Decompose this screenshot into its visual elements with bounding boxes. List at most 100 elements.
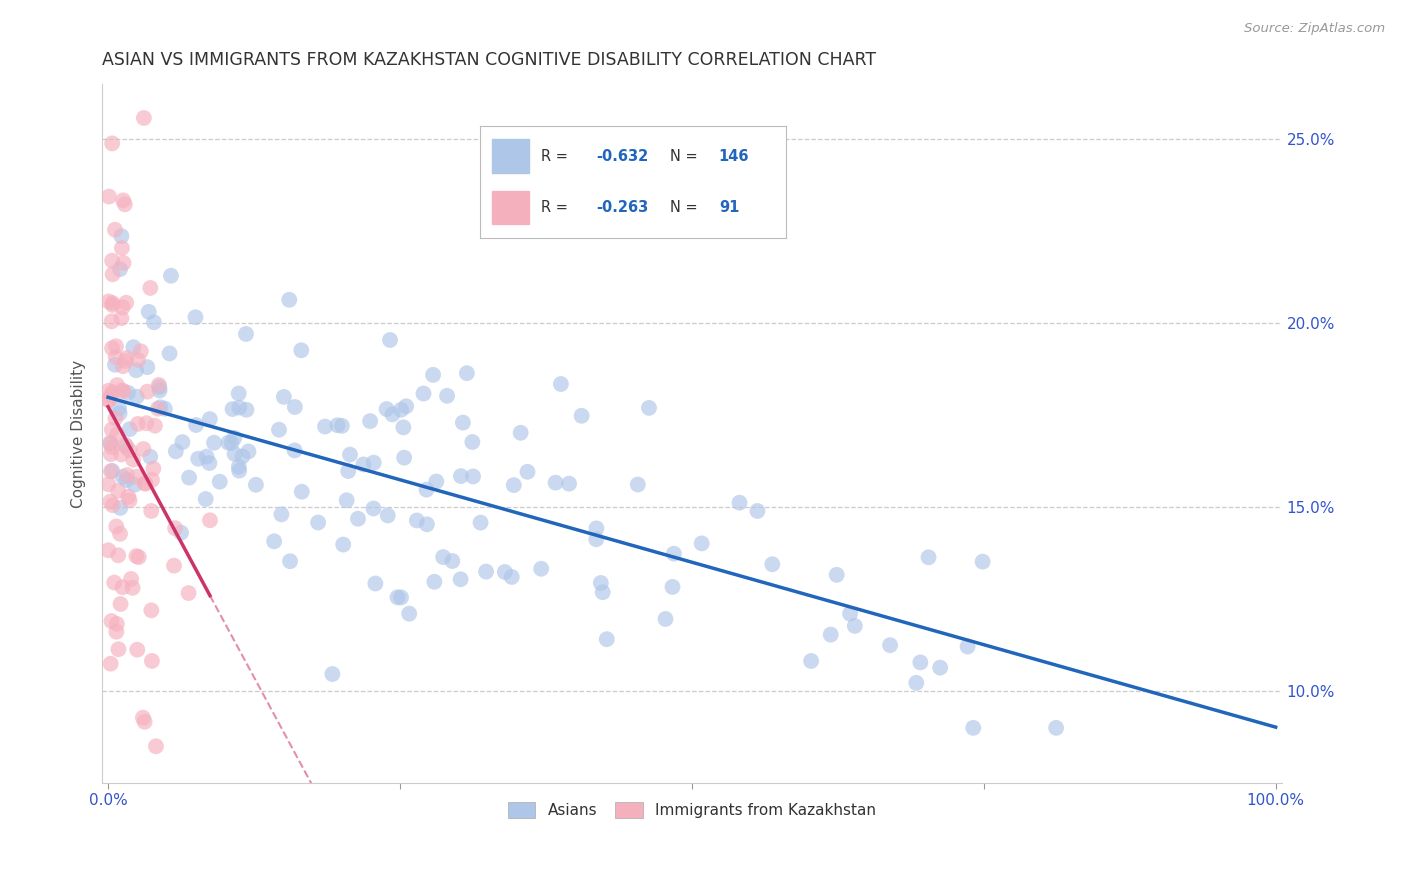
Point: [107, 642, 129, 657]
Point: [132, 111, 155, 125]
Point: [114, 197, 136, 211]
Point: [111, 470, 134, 484]
Point: [377, 508, 399, 523]
Point: [321, 667, 343, 681]
Point: [138, 305, 160, 319]
Point: [110, 311, 132, 326]
Point: [104, 223, 127, 237]
Point: [115, 295, 138, 310]
Point: [141, 603, 163, 617]
Point: [347, 512, 370, 526]
Point: [198, 412, 221, 426]
Point: [101, 464, 124, 478]
Point: [170, 525, 193, 540]
Point: [97, 294, 120, 309]
Point: [461, 469, 484, 483]
Point: [146, 401, 169, 416]
Point: [111, 384, 134, 398]
Point: [224, 431, 246, 445]
Point: [148, 378, 170, 392]
Point: [108, 526, 131, 541]
Point: [415, 483, 437, 497]
Point: [100, 614, 122, 628]
Point: [142, 461, 165, 475]
Point: [332, 537, 354, 551]
Point: [97, 477, 120, 491]
Point: [398, 607, 420, 621]
Point: [129, 344, 152, 359]
Point: [363, 456, 385, 470]
Point: [363, 501, 385, 516]
Point: [165, 521, 187, 535]
Point: [879, 638, 901, 652]
Point: [105, 624, 128, 639]
Point: [100, 447, 122, 461]
Point: [416, 517, 439, 532]
Point: [502, 478, 524, 492]
Point: [929, 660, 952, 674]
Legend: Asians, Immigrants from Kazakhstan: Asians, Immigrants from Kazakhstan: [502, 797, 882, 824]
Point: [326, 418, 349, 433]
Point: [134, 476, 156, 491]
Point: [516, 465, 538, 479]
Point: [917, 550, 939, 565]
Point: [544, 475, 567, 490]
Point: [100, 435, 122, 450]
Point: [956, 640, 979, 654]
Point: [910, 656, 932, 670]
Point: [122, 340, 145, 354]
Point: [336, 493, 359, 508]
Point: [101, 498, 124, 512]
Point: [231, 450, 253, 464]
Point: [160, 268, 183, 283]
Point: [105, 616, 128, 631]
Point: [172, 435, 194, 450]
Point: [235, 402, 257, 417]
Point: [114, 438, 136, 452]
Point: [592, 585, 614, 599]
Point: [905, 676, 928, 690]
Point: [177, 470, 200, 484]
Point: [101, 136, 124, 151]
Point: [112, 256, 135, 270]
Point: [141, 473, 163, 487]
Point: [395, 400, 418, 414]
Point: [267, 423, 290, 437]
Point: [132, 711, 155, 725]
Point: [470, 516, 492, 530]
Point: [596, 632, 619, 647]
Point: [450, 572, 472, 586]
Point: [585, 533, 607, 547]
Y-axis label: Cognitive Disability: Cognitive Disability: [72, 359, 86, 508]
Point: [307, 516, 329, 530]
Text: Source: ZipAtlas.com: Source: ZipAtlas.com: [1244, 22, 1385, 36]
Point: [475, 565, 498, 579]
Point: [359, 414, 381, 428]
Point: [550, 377, 572, 392]
Point: [100, 657, 122, 671]
Point: [339, 448, 361, 462]
Point: [589, 576, 612, 591]
Point: [105, 519, 128, 533]
Point: [456, 366, 478, 380]
Point: [110, 597, 132, 611]
Point: [163, 558, 186, 573]
Point: [105, 339, 128, 353]
Point: [228, 401, 250, 415]
Point: [387, 591, 409, 605]
Point: [284, 400, 307, 414]
Point: [139, 281, 162, 295]
Point: [412, 386, 434, 401]
Point: [149, 384, 172, 398]
Point: [278, 554, 301, 568]
Point: [153, 401, 176, 416]
Point: [392, 450, 415, 465]
Point: [97, 384, 120, 398]
Point: [97, 393, 120, 408]
Point: [494, 565, 516, 579]
Point: [290, 343, 312, 358]
Point: [221, 436, 243, 450]
Point: [263, 534, 285, 549]
Point: [194, 491, 217, 506]
Point: [195, 450, 218, 464]
